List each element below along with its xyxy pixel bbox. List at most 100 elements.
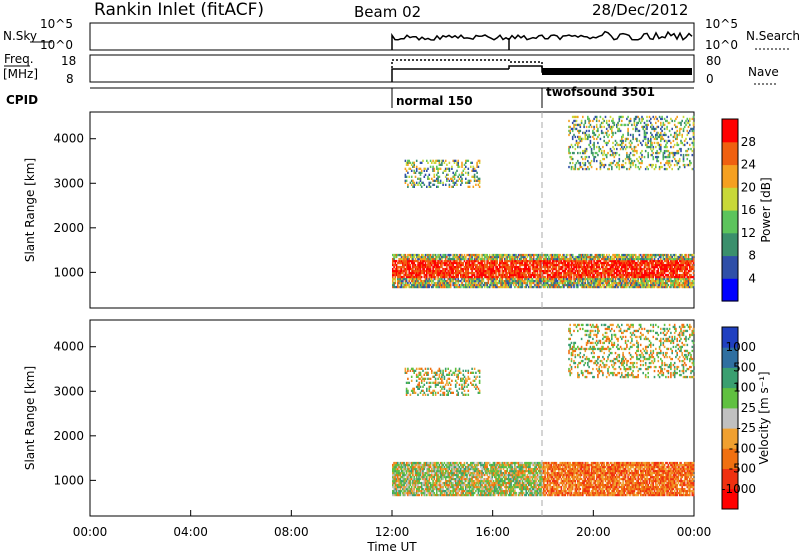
echo-cell [420, 263, 423, 267]
echo-cell [612, 119, 614, 123]
echo-cell [682, 115, 685, 119]
echo-cell [580, 283, 583, 287]
echo-cell [399, 273, 402, 277]
echo-cell [460, 261, 462, 265]
echo-cell [422, 265, 424, 269]
echo-cell [443, 271, 446, 275]
echo-cell [627, 131, 629, 135]
echo-cell [647, 151, 649, 155]
echo-cell [488, 261, 491, 265]
echo-cell [623, 279, 626, 283]
echo-cell [437, 185, 439, 188]
echo-cell [521, 275, 524, 279]
echo-cell [673, 283, 676, 287]
echo-cell [477, 183, 480, 186]
echo-cell [578, 131, 580, 135]
echo-cell [599, 125, 602, 129]
echo-cell [431, 255, 433, 259]
echo-cell [458, 279, 461, 283]
echo-cell [392, 471, 394, 475]
echo-cell [584, 279, 587, 283]
echo-cell [442, 285, 444, 289]
echo-cell [641, 155, 643, 159]
echo-cell [686, 157, 689, 161]
echo-cell [681, 273, 683, 277]
echo-cell [671, 265, 673, 269]
echo-cell [614, 255, 617, 259]
echo-cell [501, 277, 504, 281]
echo-cell [650, 145, 652, 149]
echo-cell [658, 167, 661, 171]
echo-cell [593, 159, 595, 163]
echo-cell [600, 281, 603, 285]
echo-cell [598, 145, 600, 149]
echo-cell [676, 151, 678, 155]
echo-cell [448, 279, 451, 283]
echo-cell [568, 285, 570, 289]
echo-cell [560, 255, 563, 259]
echo-cell [611, 285, 613, 289]
echo-cell [404, 175, 407, 178]
echo-cell [652, 261, 655, 265]
echo-cell [457, 273, 459, 277]
echo-cell [493, 263, 496, 267]
echo-cell [417, 475, 419, 479]
echo-cell [592, 263, 594, 267]
echo-cell [644, 143, 647, 147]
echo-cell [465, 285, 467, 289]
echo-cell [405, 277, 408, 281]
echo-cell [495, 285, 497, 289]
echo-cell [545, 261, 548, 265]
echo-cell [431, 261, 433, 265]
echo-cell [665, 133, 667, 137]
echo-cell [621, 163, 623, 167]
echo-cell [420, 181, 423, 184]
echo-cell [686, 263, 689, 267]
echo-cell [609, 163, 612, 167]
echo-cell [548, 273, 550, 277]
echo-cell [592, 129, 594, 133]
echo-cell [671, 159, 673, 163]
echo-cell [582, 149, 584, 153]
echo-cell [648, 253, 651, 257]
echo-cell [643, 265, 646, 269]
echo-cell [608, 259, 610, 263]
echo-cell [521, 277, 524, 281]
echo-cell [457, 175, 459, 178]
echo-cell [419, 491, 422, 495]
echo-cell [689, 117, 691, 121]
echo-cell [490, 269, 492, 273]
echo-cell [687, 259, 690, 263]
echo-cell [423, 483, 426, 487]
echo-cell [623, 145, 626, 149]
echo-cell [621, 115, 623, 119]
echo-cell [488, 277, 491, 281]
echo-cell [578, 269, 580, 273]
echo-cell [686, 279, 689, 283]
echo-cell [628, 281, 631, 285]
echo-cell [480, 271, 482, 275]
echo-cell [409, 493, 412, 497]
echo-cell [505, 259, 507, 263]
echo-cell [437, 271, 439, 275]
echo-cell [668, 153, 671, 157]
echo-cell [399, 275, 402, 279]
echo-cell [413, 463, 415, 467]
echo-cell [423, 465, 426, 469]
echo-cell [417, 283, 419, 287]
echo-cell [477, 179, 480, 182]
echo-cell [393, 477, 395, 481]
echo-cell [590, 151, 593, 155]
echo-cell [477, 253, 480, 257]
echo-cell [439, 285, 442, 289]
echo-cell [566, 261, 569, 265]
echo-cell [653, 117, 656, 121]
echo-cell [624, 285, 627, 289]
echo-cell [590, 159, 593, 163]
echo-cell [680, 269, 682, 273]
echo-cell [595, 137, 598, 141]
echo-cell [641, 269, 643, 273]
echo-cell [656, 269, 658, 273]
echo-cell [412, 275, 414, 279]
